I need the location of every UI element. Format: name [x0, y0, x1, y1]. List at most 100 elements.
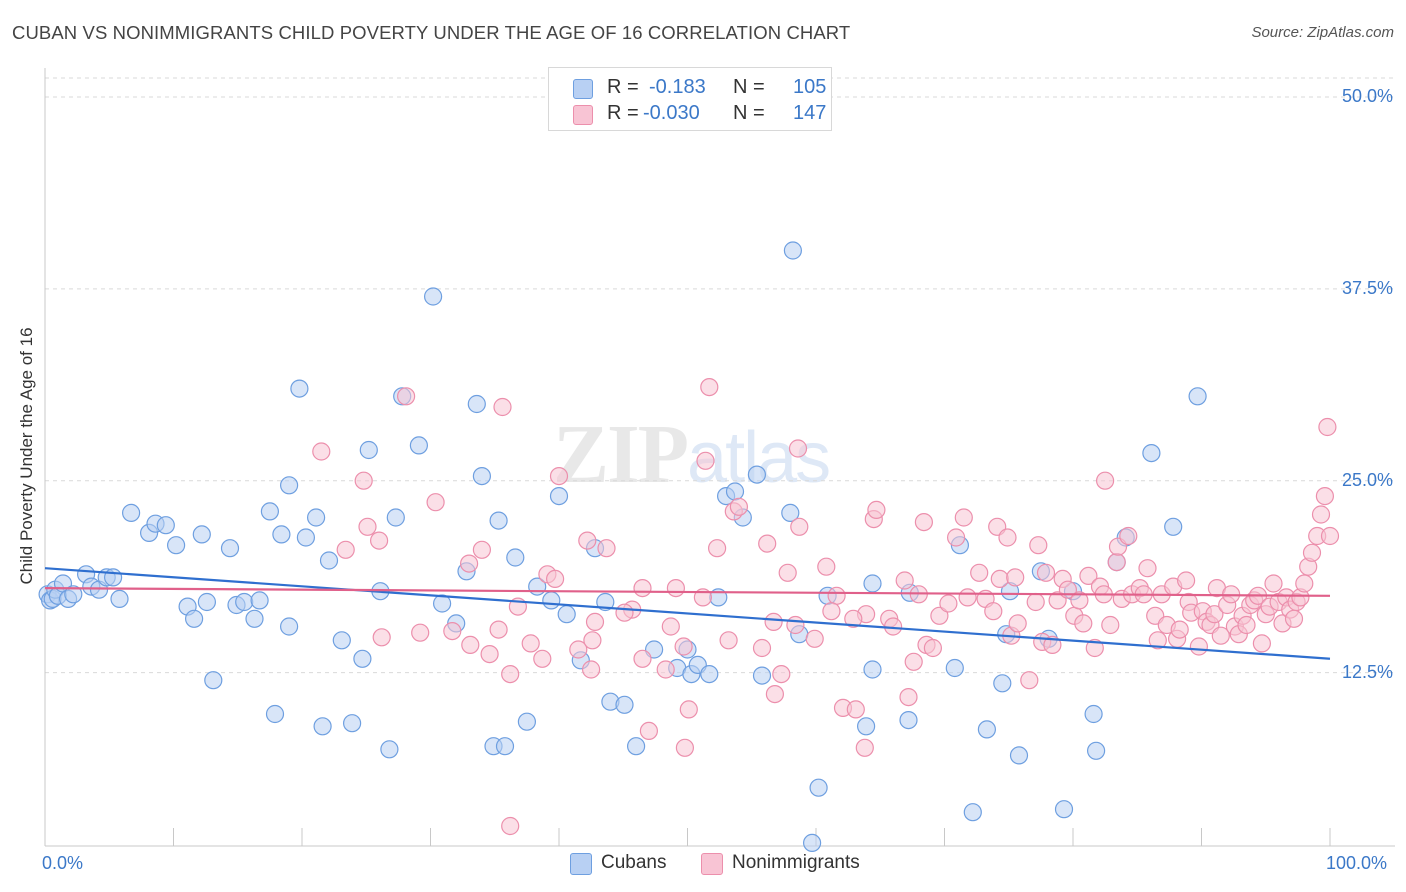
cubans-point [783, 241, 803, 260]
cubans-point [1164, 517, 1183, 536]
cubans-point [197, 592, 216, 612]
cubans-point [626, 737, 646, 756]
nonimmigrants-point [1006, 568, 1025, 587]
nonimmigrants-point [946, 528, 966, 547]
nonimmigrants-swatch [573, 105, 593, 125]
cubans-point [332, 631, 351, 650]
cubans-point [899, 710, 918, 730]
cubans-point [156, 516, 175, 535]
nonimmigrants-point [990, 569, 1009, 589]
legend-r-value: -0.030 [643, 102, 700, 124]
correlation-legend: R = -0.183 N = 105 R = -0.030 N = 147 [548, 67, 832, 131]
nonimmigrants-point [426, 493, 445, 512]
cubans-point [313, 717, 332, 736]
cubans-trend-line [44, 567, 1331, 660]
cubans-legend-swatch [570, 853, 592, 875]
cubans-point [386, 508, 405, 527]
nonimmigrants-point [817, 557, 836, 576]
nonimmigrants-point [585, 612, 605, 632]
y-axis-title: Child Poverty Under the Age of 16 [17, 327, 36, 585]
nonimmigrants-point [656, 660, 675, 679]
cubans-point [615, 695, 634, 714]
cubans-point [290, 379, 309, 398]
nonimmigrants-point [370, 531, 389, 550]
chart-title: CUBAN VS NONIMMIGRANTS CHILD POVERTY UND… [12, 22, 851, 43]
y-tick-label: 25.0% [1341, 469, 1393, 490]
nonimmigrants-point [1284, 609, 1304, 628]
cubans-point [260, 502, 279, 521]
cubans-point [863, 660, 882, 679]
legend-n-value: 147 [793, 102, 827, 124]
legend-n-label: N = [733, 102, 765, 124]
cubans-point [272, 525, 291, 544]
nonimmigrants-point [639, 721, 659, 741]
cubans-point [467, 394, 486, 414]
nonimmigrants-point [1311, 505, 1331, 524]
cubans-point [110, 589, 129, 609]
nonimmigrants-point [923, 638, 943, 658]
nonimmigrants-point [578, 531, 597, 550]
nonimmigrants-point [480, 644, 499, 664]
nonimmigrants-point [533, 649, 552, 668]
nonimmigrants-point [752, 638, 772, 658]
nonimmigrants-point [1315, 487, 1335, 506]
cubans-point [192, 525, 211, 544]
x-tick-label-min: 0.0% [42, 853, 84, 873]
cubans-point [472, 467, 491, 486]
cubans-point [495, 737, 515, 756]
cubans-point [359, 440, 378, 460]
cubans-point [1009, 746, 1029, 765]
nonimmigrants-point [1264, 574, 1283, 593]
nonimmigrants-point [765, 684, 785, 704]
nonimmigrants-point [460, 554, 479, 573]
nonimmigrants-point [707, 539, 727, 558]
legend-r-label: R = [607, 76, 639, 98]
nonimmigrants-point [984, 602, 1003, 621]
nonimmigrants-point [758, 534, 777, 553]
nonimmigrants-point [1029, 536, 1048, 555]
cubans-point [517, 712, 537, 731]
nonimmigrants-point [899, 687, 918, 707]
nonimmigrants-point [1070, 591, 1089, 610]
nonimmigrants-point [700, 378, 719, 397]
nonimmigrants-point [679, 700, 698, 719]
cubans-point [409, 436, 428, 455]
nonimmigrants-point [822, 602, 841, 621]
cubans-point [542, 591, 561, 610]
cubans-point [557, 605, 576, 624]
nonimmigrants-point [998, 528, 1017, 547]
cubans-point [1188, 387, 1207, 406]
cubans-point [296, 528, 315, 547]
nonimmigrants-point [729, 497, 749, 516]
nonimmigrants-point [1074, 614, 1093, 633]
nonimmigrants-point [443, 621, 462, 641]
nonimmigrants-point [867, 500, 886, 519]
cubans-point [809, 778, 828, 797]
nonimmigrants-point [569, 640, 588, 659]
nonimmigrants-point [1138, 559, 1157, 578]
nonimmigrants-point [1318, 417, 1337, 437]
y-tick-label: 37.5% [1341, 277, 1393, 298]
nonimmigrants-point [855, 738, 874, 757]
nonimmigrants-point [545, 569, 565, 589]
nonimmigrants-point [954, 508, 973, 527]
cubans-point [977, 720, 997, 739]
nonimmigrants-point [1237, 615, 1256, 635]
cubans-point [781, 503, 800, 523]
nonimmigrants-point [1205, 605, 1224, 624]
watermark: ZIPatlas [553, 405, 831, 503]
nonimmigrants-point [1176, 571, 1196, 590]
nonimmigrants-point [1295, 574, 1314, 593]
nonimmigrants-point [549, 467, 569, 486]
cubans-point [167, 536, 186, 555]
nonimmigrants-point [675, 738, 695, 757]
nonimmigrants-point [788, 439, 808, 458]
nonimmigrants-point [493, 397, 512, 417]
nonimmigrants-point [1101, 615, 1120, 635]
nonimmigrants-point [790, 517, 809, 536]
cubans-point [1142, 444, 1161, 463]
nonimmigrants-point [674, 637, 693, 656]
trend-lines [44, 567, 1331, 660]
nonimmigrants-point [844, 609, 863, 628]
